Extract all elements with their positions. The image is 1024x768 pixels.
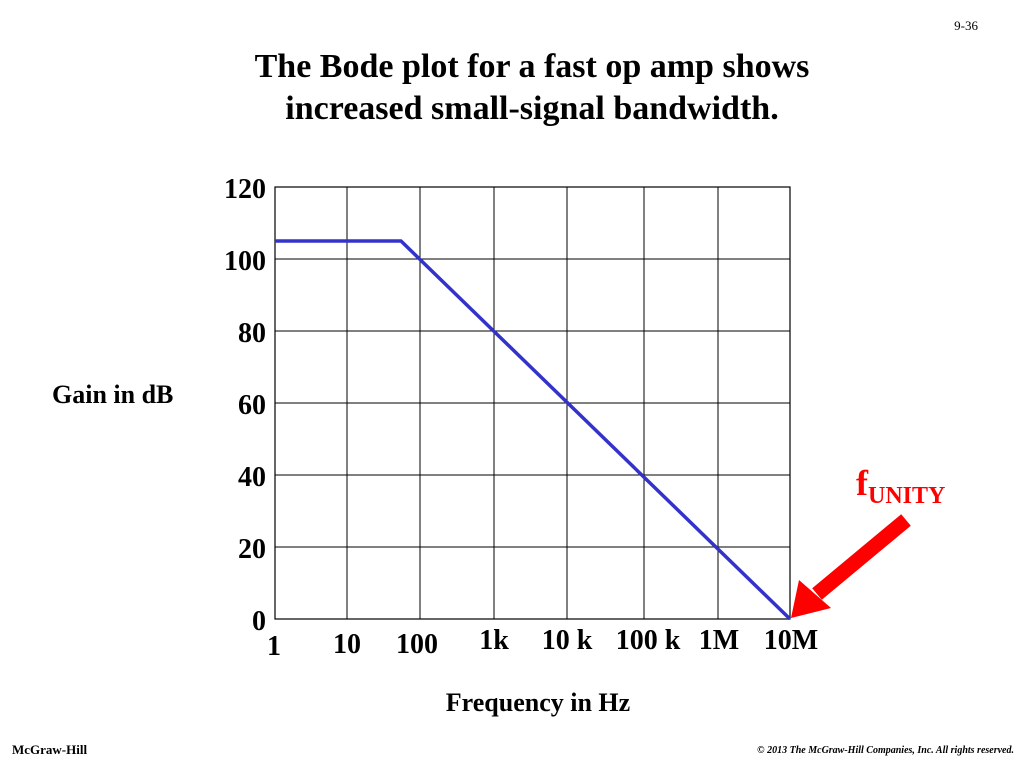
funity-f: f [856, 463, 868, 503]
x-tick-label: 100 k [616, 625, 681, 656]
gain-response-line [275, 239, 792, 621]
funity-annotation: fUNITY [856, 462, 945, 510]
x-tick-label: 10 [333, 629, 361, 660]
title-line-1: The Bode plot for a fast op amp shows [254, 48, 810, 85]
y-axis-label: Gain in dB [52, 380, 174, 409]
slide-title: The Bode plot for a fast op amp shows in… [0, 46, 1024, 130]
y-tick-label: 40 [238, 462, 266, 493]
arrow-head [791, 580, 831, 618]
x-tick-labels: 1 10 100 1k 10 k 100 k 1M 10M [267, 625, 818, 662]
y-tick-label: 100 [224, 246, 266, 277]
x-tick-label: 100 [396, 629, 438, 660]
arrow-shaft [812, 514, 911, 600]
y-tick-label: 0 [252, 606, 266, 637]
x-tick-label: 1k [479, 625, 509, 656]
funity-subscript: UNITY [868, 483, 946, 509]
title-line-2: increased small-signal bandwidth. [285, 90, 779, 127]
x-tick-label: 10M [764, 625, 818, 656]
chart-series [275, 239, 792, 621]
x-axis-label: Frequency in Hz [445, 688, 631, 717]
footer-copyright: © 2013 The McGraw-Hill Companies, Inc. A… [757, 745, 1014, 756]
x-tick-label: 1 [267, 631, 281, 662]
y-tick-label: 120 [224, 174, 266, 205]
funity-arrow [791, 514, 911, 618]
y-tick-label: 60 [238, 390, 266, 421]
y-tick-labels: 0 20 40 60 80 100 120 [224, 174, 266, 637]
footer-publisher: McGraw-Hill [12, 742, 88, 757]
x-tick-label: 10 k [542, 625, 593, 656]
x-tick-label: 1M [699, 625, 739, 656]
y-tick-label: 80 [238, 318, 266, 349]
chart-grid [274, 186, 791, 620]
slide-number: 9-36 [954, 18, 978, 33]
y-tick-label: 20 [238, 534, 266, 565]
